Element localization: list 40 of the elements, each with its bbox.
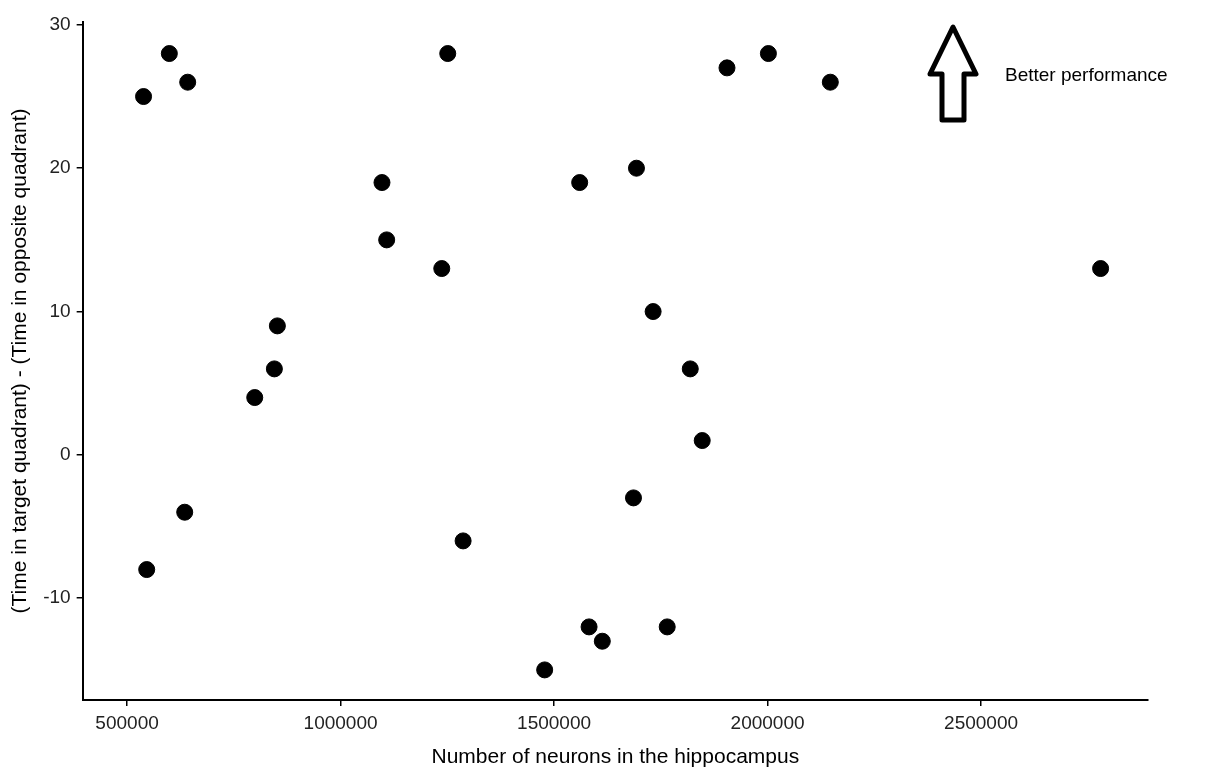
point bbox=[580, 618, 598, 636]
point bbox=[624, 489, 642, 507]
point bbox=[759, 45, 777, 63]
point bbox=[433, 260, 451, 278]
y-tick-label: -10 bbox=[43, 586, 71, 608]
point bbox=[693, 432, 711, 450]
x-axis-title: Number of neurons in the hippocampus bbox=[431, 744, 800, 768]
point bbox=[593, 632, 611, 650]
point bbox=[658, 618, 676, 636]
x-tick-label: 2000000 bbox=[730, 711, 805, 733]
point bbox=[536, 661, 554, 679]
point bbox=[378, 231, 396, 249]
point bbox=[821, 73, 839, 91]
point bbox=[265, 360, 283, 378]
point bbox=[681, 360, 699, 378]
y-tick-label: 10 bbox=[49, 299, 71, 321]
annotation: Better performance bbox=[1005, 64, 1168, 86]
y-tick-label: 20 bbox=[49, 156, 71, 178]
point bbox=[135, 88, 153, 106]
point bbox=[571, 174, 589, 192]
point bbox=[268, 317, 286, 335]
point bbox=[373, 174, 391, 192]
point bbox=[1092, 260, 1110, 278]
point bbox=[718, 59, 736, 77]
x-tick-label: 1500000 bbox=[517, 711, 592, 733]
point bbox=[246, 389, 264, 407]
point bbox=[138, 561, 156, 579]
point bbox=[644, 303, 662, 321]
point bbox=[179, 73, 197, 91]
x-tick-label: 500000 bbox=[95, 711, 159, 733]
x-tick-label: 1000000 bbox=[303, 711, 378, 733]
x-tick-label: 2500000 bbox=[944, 711, 1019, 733]
point bbox=[160, 45, 178, 63]
point bbox=[454, 532, 472, 550]
y-tick-label: 0 bbox=[60, 443, 71, 465]
point bbox=[176, 503, 194, 521]
y-axis-title: (Time in target quadrant) - (Time in opposite quadrant) bbox=[7, 108, 31, 614]
point bbox=[627, 159, 645, 177]
y-tick-label: 30 bbox=[49, 13, 71, 35]
point bbox=[439, 45, 457, 63]
